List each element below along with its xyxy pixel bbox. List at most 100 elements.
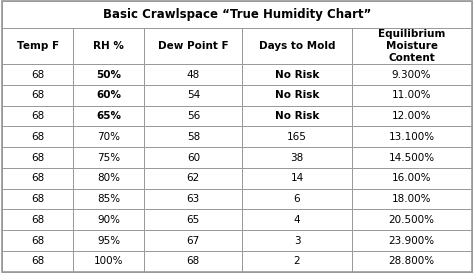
Bar — [73, 64, 144, 85]
Text: 68: 68 — [31, 194, 45, 204]
Text: 56: 56 — [187, 111, 200, 121]
Text: 2: 2 — [294, 256, 301, 266]
Text: 28.800%: 28.800% — [389, 256, 435, 266]
Bar — [352, 230, 472, 251]
Text: 60: 60 — [187, 153, 200, 162]
Text: 20.500%: 20.500% — [389, 215, 435, 225]
Bar — [73, 168, 144, 189]
Bar — [352, 64, 472, 85]
Text: RH %: RH % — [93, 41, 124, 51]
Text: 68: 68 — [31, 111, 45, 121]
Text: 65%: 65% — [96, 111, 121, 121]
Bar — [352, 209, 472, 230]
Text: 18.00%: 18.00% — [392, 194, 431, 204]
Bar — [2, 126, 73, 147]
Bar — [144, 209, 243, 230]
Text: 6: 6 — [294, 194, 301, 204]
Text: 80%: 80% — [97, 173, 120, 183]
Text: 68: 68 — [31, 236, 45, 245]
Text: 23.900%: 23.900% — [389, 236, 435, 245]
Text: 85%: 85% — [97, 194, 120, 204]
Bar — [73, 126, 144, 147]
Bar — [352, 106, 472, 126]
Text: 38: 38 — [291, 153, 304, 162]
Bar — [352, 28, 472, 64]
Text: Equilibrium
Moisture
Content: Equilibrium Moisture Content — [378, 29, 445, 63]
Bar — [2, 28, 73, 64]
Text: 95%: 95% — [97, 236, 120, 245]
Text: No Risk: No Risk — [275, 111, 319, 121]
Text: No Risk: No Risk — [275, 70, 319, 79]
Bar — [352, 168, 472, 189]
Text: Days to Mold: Days to Mold — [259, 41, 335, 51]
Bar — [144, 147, 243, 168]
Bar — [144, 230, 243, 251]
Bar — [144, 85, 243, 106]
Bar — [73, 28, 144, 64]
Text: 165: 165 — [287, 132, 307, 142]
Bar — [243, 126, 352, 147]
Text: 62: 62 — [187, 173, 200, 183]
Text: 14.500%: 14.500% — [389, 153, 435, 162]
Bar — [2, 189, 73, 209]
Bar — [144, 251, 243, 272]
Bar — [2, 251, 73, 272]
Text: 4: 4 — [294, 215, 301, 225]
Text: 90%: 90% — [97, 215, 120, 225]
Bar — [144, 168, 243, 189]
Bar — [144, 189, 243, 209]
Text: No Risk: No Risk — [275, 90, 319, 100]
Bar — [2, 209, 73, 230]
Bar — [243, 251, 352, 272]
Bar — [243, 189, 352, 209]
Bar — [73, 147, 144, 168]
Text: 14: 14 — [291, 173, 304, 183]
Text: 68: 68 — [31, 173, 45, 183]
Bar — [352, 126, 472, 147]
Text: 68: 68 — [31, 215, 45, 225]
Bar — [352, 251, 472, 272]
Text: 11.00%: 11.00% — [392, 90, 431, 100]
Bar — [243, 209, 352, 230]
Bar — [2, 1, 472, 28]
Bar — [144, 28, 243, 64]
Bar — [144, 106, 243, 126]
Text: 16.00%: 16.00% — [392, 173, 431, 183]
Text: 50%: 50% — [96, 70, 121, 79]
Text: Basic Crawlspace “True Humidity Chart”: Basic Crawlspace “True Humidity Chart” — [103, 8, 371, 21]
Text: 3: 3 — [294, 236, 301, 245]
Text: 70%: 70% — [97, 132, 120, 142]
Bar — [73, 189, 144, 209]
Bar — [73, 230, 144, 251]
Text: 68: 68 — [31, 90, 45, 100]
Text: 60%: 60% — [96, 90, 121, 100]
Text: 68: 68 — [187, 256, 200, 266]
Text: 68: 68 — [31, 256, 45, 266]
Text: 68: 68 — [31, 70, 45, 79]
Text: 63: 63 — [187, 194, 200, 204]
Text: Dew Point F: Dew Point F — [158, 41, 228, 51]
Bar — [243, 28, 352, 64]
Text: 65: 65 — [187, 215, 200, 225]
Text: 13.100%: 13.100% — [389, 132, 435, 142]
Bar — [2, 230, 73, 251]
Bar — [2, 168, 73, 189]
Bar — [73, 251, 144, 272]
Text: 48: 48 — [187, 70, 200, 79]
Text: 68: 68 — [31, 153, 45, 162]
Bar — [243, 85, 352, 106]
Text: 9.300%: 9.300% — [392, 70, 431, 79]
Text: 67: 67 — [187, 236, 200, 245]
Text: 12.00%: 12.00% — [392, 111, 431, 121]
Bar — [2, 64, 73, 85]
Bar — [73, 106, 144, 126]
Bar — [2, 147, 73, 168]
Bar — [73, 209, 144, 230]
Bar — [352, 147, 472, 168]
Text: 54: 54 — [187, 90, 200, 100]
Text: 68: 68 — [31, 132, 45, 142]
Bar — [73, 85, 144, 106]
Text: Temp F: Temp F — [17, 41, 59, 51]
Text: 75%: 75% — [97, 153, 120, 162]
Text: 58: 58 — [187, 132, 200, 142]
